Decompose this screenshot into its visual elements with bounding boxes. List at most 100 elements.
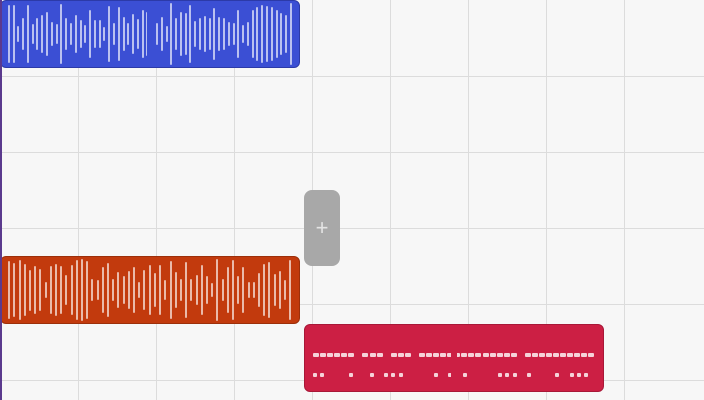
waveform-bar — [123, 17, 125, 51]
waveform-bar — [247, 22, 249, 46]
waveform-bar — [274, 274, 276, 306]
waveform-bar — [290, 3, 292, 64]
waveform-bar — [185, 13, 187, 56]
midi-dash — [463, 373, 467, 377]
waveform-bar — [280, 13, 282, 55]
midi-dash — [483, 353, 489, 357]
waveform-bar — [102, 267, 104, 313]
waveform-bar — [256, 7, 258, 60]
midi-dash — [505, 373, 509, 377]
waveform-bar — [132, 14, 134, 55]
midi-dash — [570, 373, 574, 377]
midi-dash — [497, 353, 503, 357]
waveform-bar — [76, 260, 78, 320]
midi-dash — [539, 353, 545, 357]
waveform-bar — [156, 23, 158, 45]
waveform-bar — [22, 18, 24, 51]
waveform-bar — [123, 276, 125, 305]
midi-dash — [553, 353, 559, 357]
waveform-bar — [222, 279, 224, 301]
waveform-bar — [97, 280, 99, 300]
waveform-bar — [159, 265, 161, 315]
waveform-bar — [266, 6, 268, 63]
midi-dash — [581, 353, 587, 357]
waveform-bar — [242, 267, 244, 312]
waveform-bar — [24, 264, 26, 315]
midi-dash — [588, 353, 594, 357]
midi-dash — [327, 353, 333, 357]
waveform-bar — [223, 18, 225, 50]
waveform-bar — [118, 7, 120, 61]
midi-dash — [362, 353, 368, 357]
waveform-bar — [185, 262, 187, 319]
orange-clip-waveform — [1, 257, 299, 323]
waveform-bar — [8, 261, 10, 318]
blue-audio-clip[interactable] — [0, 0, 300, 68]
midi-dash — [405, 353, 411, 357]
waveform-bar — [81, 259, 83, 321]
midi-dash — [468, 353, 474, 357]
waveform-bar — [127, 23, 129, 45]
waveform-bar — [196, 275, 198, 305]
midi-dash — [574, 353, 580, 357]
midi-dash — [348, 353, 354, 357]
waveform-bar — [70, 23, 72, 45]
waveform-bar — [50, 266, 52, 314]
waveform-bar — [194, 21, 196, 48]
midi-dash — [313, 353, 319, 357]
orange-audio-clip[interactable] — [0, 256, 300, 324]
waveform-bar — [60, 266, 62, 314]
waveform-bar — [276, 10, 278, 58]
waveform-bar — [32, 24, 34, 44]
waveform-bar — [17, 26, 19, 43]
waveform-bar — [80, 20, 82, 47]
midi-dash — [475, 353, 481, 357]
waveform-bar — [261, 5, 263, 64]
waveform-bar — [170, 261, 172, 319]
midi-dash — [513, 373, 517, 377]
waveform-bar — [252, 10, 254, 59]
waveform-bar — [258, 273, 260, 307]
midi-dash — [525, 353, 531, 357]
midi-dash — [391, 373, 395, 377]
midi-dash — [334, 353, 340, 357]
midi-dash — [433, 353, 439, 357]
waveform-bar — [91, 279, 93, 301]
waveform-bar — [103, 27, 105, 42]
waveform-bar — [46, 12, 48, 56]
add-clip-button[interactable]: + — [304, 190, 340, 266]
waveform-bar — [29, 270, 31, 311]
waveform-bar — [248, 282, 250, 299]
waveform-bar — [253, 282, 255, 298]
waveform-bar — [271, 7, 273, 60]
waveform-bar — [133, 267, 135, 313]
midi-dash — [434, 373, 438, 377]
waveform-bar — [41, 15, 43, 53]
midi-dash — [370, 373, 374, 377]
waveform-bar — [143, 270, 145, 310]
playhead-indicator[interactable] — [0, 0, 2, 400]
midi-dash — [504, 353, 510, 357]
midi-dash — [313, 373, 317, 377]
pink-midi-clip[interactable] — [304, 324, 604, 392]
midi-dash — [560, 353, 566, 357]
plus-icon: + — [316, 217, 329, 239]
waveform-bar — [128, 271, 130, 309]
waveform-bar — [138, 282, 140, 297]
waveform-bar — [13, 5, 15, 64]
waveform-bar — [189, 5, 191, 63]
waveform-bar — [94, 20, 96, 48]
midi-dash — [577, 373, 581, 377]
waveform-bar — [19, 260, 21, 321]
midi-dash — [349, 373, 353, 377]
waveform-bar — [218, 17, 220, 50]
blue-clip-seam — [147, 7, 153, 61]
waveform-bar — [13, 263, 15, 317]
waveform-bar — [75, 15, 77, 53]
waveform-bar — [279, 271, 281, 308]
grid-row-line — [0, 228, 704, 229]
waveform-bar — [211, 283, 213, 298]
waveform-bar — [108, 6, 110, 63]
timeline-grid-container: + — [0, 0, 704, 400]
waveform-bar — [289, 260, 291, 320]
